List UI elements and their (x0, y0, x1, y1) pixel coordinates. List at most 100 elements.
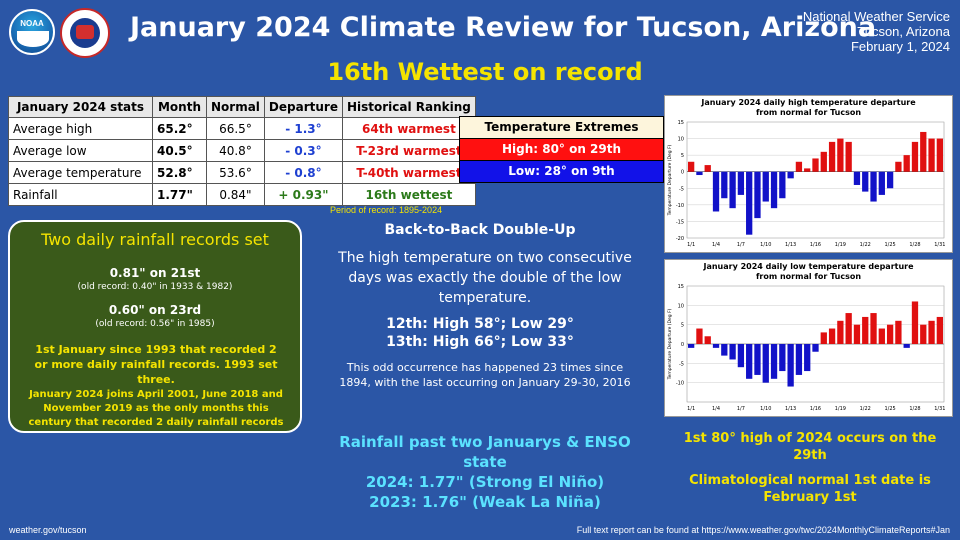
bar (862, 171, 869, 192)
bar (746, 171, 753, 235)
departure-value: + 0.93" (263, 183, 343, 206)
x-tick-label: 1/7 (737, 242, 745, 248)
column-header: January 2024 stats (8, 96, 153, 118)
bar (812, 344, 819, 352)
bar (820, 332, 827, 344)
high-temp-departure-chart: January 2024 daily high temperature depa… (664, 95, 953, 253)
temperature-extremes-box: Temperature Extremes High: 80° on 29th L… (459, 116, 664, 183)
bar (936, 316, 943, 344)
bar (721, 344, 728, 356)
x-tick-label: 1/13 (785, 242, 796, 248)
bar (936, 138, 943, 172)
high-temp-chart-svg: January 2024 daily high temperature depa… (667, 98, 945, 248)
column-header: Departure (263, 96, 343, 118)
month-value: 52.8° (152, 161, 207, 184)
bar (795, 344, 803, 375)
bar (704, 165, 711, 172)
bar (878, 328, 885, 344)
normal-value: 66.5° (206, 117, 265, 140)
x-tick-label: 1/19 (835, 242, 846, 248)
bar (762, 344, 769, 383)
y-tick-label: -10 (676, 203, 684, 209)
bar (712, 344, 720, 348)
bar (845, 141, 852, 172)
bar (770, 344, 778, 379)
office-info: National Weather Service Tucson, Arizona… (803, 9, 950, 54)
bar (928, 320, 935, 344)
bar (895, 161, 902, 172)
bar (762, 171, 769, 202)
x-tick-label: 1/7 (737, 406, 745, 412)
bar (903, 344, 910, 348)
bar (870, 313, 877, 344)
back-to-back-title: Back-to-Back Double-Up (384, 222, 576, 238)
first-80-note: 1st 80° high of 2024 occurs on the 29th (683, 431, 937, 463)
chart-title: from normal for Tucson (756, 272, 861, 281)
back-to-back-note: This odd occurrence has happened 23 time… (339, 361, 631, 389)
bar (754, 171, 761, 219)
x-tick-label: 1/1 (687, 406, 695, 412)
back-to-back-day-12: 12th: High 58°; Low 29° (386, 316, 574, 332)
x-tick-label: 1/25 (884, 406, 895, 412)
enso-2023: 2023: 1.76" (Weak La Niña) (369, 493, 601, 511)
bar (795, 161, 803, 172)
bar (870, 171, 877, 202)
bar (787, 171, 794, 179)
back-to-back-body: The high temperature on two consecutive … (338, 250, 632, 306)
ranking-value: 16th wettest (341, 183, 476, 206)
enso-box: Rainfall past two Januarys & ENSO state … (320, 432, 650, 512)
report-date: February 1, 2024 (850, 39, 950, 54)
bar (903, 155, 910, 172)
noaa-logo: NOAA (9, 9, 55, 55)
bar (911, 141, 919, 172)
column-header: Historical Ranking (341, 96, 476, 118)
bar (754, 344, 761, 375)
x-tick-label: 1/22 (860, 242, 871, 248)
month-value: 40.5° (152, 139, 207, 162)
y-tick-label: 0 (681, 170, 684, 176)
ranking-value: T-40th warmest (341, 161, 476, 184)
rainfall-note-century: January 2024 joins April 2001, June 2018… (28, 389, 284, 428)
y-tick-label: -5 (679, 186, 684, 192)
bar (746, 344, 753, 379)
bar (779, 344, 786, 372)
bar (696, 171, 703, 176)
bar (837, 320, 844, 344)
bar (804, 344, 811, 372)
bar (688, 161, 695, 172)
footer-website[interactable]: weather.gov/tucson (9, 525, 87, 535)
bar (696, 328, 703, 344)
x-tick-label: 1/1 (687, 242, 695, 248)
bar (828, 141, 836, 172)
row-label: Rainfall (8, 183, 153, 206)
rainfall-record-1-old: (old record: 0.40" in 1933 & 1982) (77, 282, 233, 292)
temperature-extreme-high: High: 80° on 29th (460, 139, 663, 161)
x-tick-label: 1/4 (712, 242, 720, 248)
back-to-back-day-13: 13th: High 66°; Low 33° (386, 334, 574, 350)
column-header: Normal (206, 96, 265, 118)
row-label: Average high (8, 117, 153, 140)
x-tick-label: 1/16 (810, 406, 821, 412)
office-name: National Weather Service (802, 9, 950, 24)
x-tick-label: 1/28 (909, 242, 920, 248)
bar (886, 171, 894, 189)
bar (820, 151, 827, 172)
footer-report-link[interactable]: Full text report can be found at https:/… (576, 525, 950, 535)
climatological-note: Climatological normal 1st date is Februa… (689, 473, 931, 505)
x-tick-label: 1/31 (934, 242, 945, 248)
bar (704, 336, 711, 344)
departure-value: - 1.3° (263, 117, 343, 140)
bar (862, 316, 869, 344)
y-tick-label: 10 (678, 137, 684, 143)
bar (878, 171, 885, 195)
bar (729, 171, 736, 209)
y-tick-label: 5 (681, 323, 684, 329)
bar (787, 344, 794, 387)
chart-title: January 2024 daily low temperature depar… (702, 262, 914, 271)
rainfall-note-1993: 1st January since 1993 that recorded 2 o… (34, 343, 278, 386)
enso-2024: 2024: 1.77" (Strong El Niño) (365, 473, 605, 491)
y-tick-label: 0 (681, 342, 684, 348)
enso-title: Rainfall past two Januarys & ENSO state (339, 433, 631, 471)
departure-value: - 0.8° (263, 161, 343, 184)
bar (737, 344, 745, 368)
